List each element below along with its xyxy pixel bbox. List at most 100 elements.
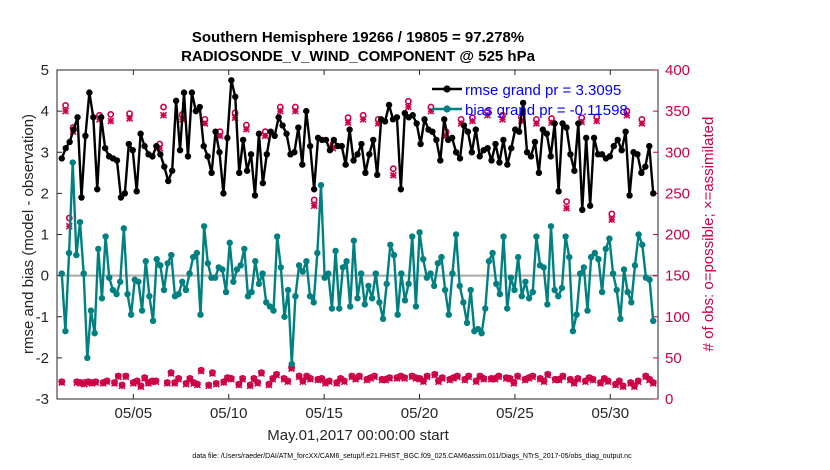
bias-point <box>106 274 113 281</box>
bias-point <box>551 286 558 294</box>
bias-point <box>273 233 281 240</box>
bias-point <box>346 303 354 310</box>
rmse-point <box>204 153 211 160</box>
rmse-point <box>342 161 349 168</box>
obs-assimilated-stroke <box>604 378 612 386</box>
obs-assimilated-stroke <box>208 369 216 378</box>
bias-point <box>325 270 332 277</box>
bias-point <box>441 286 449 294</box>
obs-assimilated-point <box>359 115 367 123</box>
bias-point <box>175 290 182 298</box>
bias-point <box>540 264 547 271</box>
bias-point <box>84 354 91 362</box>
bias-point <box>379 315 387 323</box>
bias-point <box>160 286 168 294</box>
bias-point <box>259 270 266 277</box>
rmse-point <box>563 124 570 131</box>
obs-assimilated-point <box>118 382 126 390</box>
rmse-point <box>283 130 290 137</box>
rmse-point <box>200 142 207 150</box>
bias-point <box>255 280 263 288</box>
bias-point <box>361 301 369 308</box>
bias-point <box>95 245 102 253</box>
bias-point <box>73 251 80 259</box>
obs-assimilated-point <box>615 378 623 386</box>
rmse-point <box>413 120 420 127</box>
rmse-point <box>125 140 133 148</box>
bias-point <box>350 237 358 244</box>
obs-assimilated-point <box>630 383 638 391</box>
x-tick-label: 05/30 <box>592 405 630 422</box>
obs-assimilated-point <box>619 383 627 391</box>
obs-assimilated-point <box>186 375 194 383</box>
bias-point <box>438 253 445 261</box>
rmse-point <box>192 107 200 115</box>
rmse-point <box>101 144 109 152</box>
rmse-point <box>452 149 460 156</box>
bias-point <box>138 307 146 314</box>
bias-point <box>485 258 493 265</box>
obs-assimilated-stroke <box>416 375 424 383</box>
x-tick-label: 05/10 <box>210 405 248 422</box>
bias-point <box>566 253 573 261</box>
obs-assimilated-stroke <box>190 379 198 387</box>
obs-assimilated-stroke <box>574 375 582 383</box>
obs-assimilated-stroke <box>340 378 348 386</box>
bias-point <box>372 270 379 277</box>
bias-point <box>244 292 252 300</box>
obs-assimilated-stroke <box>529 373 537 381</box>
obs-assimilated-point <box>208 369 216 378</box>
obs-assimilated-stroke <box>404 103 412 111</box>
bias-point <box>430 282 438 290</box>
obs-possible-point <box>62 101 69 109</box>
obs-possible-point <box>160 103 167 111</box>
obs-assimilated-stroke <box>197 367 205 375</box>
obs-possible-point <box>608 210 616 218</box>
bias-point <box>522 278 529 285</box>
obs-assimilated-point <box>212 380 220 388</box>
chart-title-line1: Southern Hemisphere 19266 / 19805 = 97.2… <box>192 29 524 46</box>
rmse-point <box>650 190 657 197</box>
bias-point <box>109 286 117 294</box>
obs-assimilated-stroke <box>344 119 352 127</box>
bias-point <box>284 286 292 294</box>
bias-point <box>368 295 376 302</box>
obs-assimilated-point <box>272 371 281 379</box>
rmse-point <box>86 89 93 96</box>
rmse-point <box>184 153 192 160</box>
obs-assimilated-stroke <box>634 378 642 386</box>
obs-assimilated-stroke <box>114 373 122 381</box>
bias-point <box>120 225 128 232</box>
legend-bias-marker <box>443 105 451 113</box>
bias-point <box>617 315 624 323</box>
obs-assimilated-point <box>638 119 646 127</box>
y2-tick-label: 400 <box>665 62 690 79</box>
footer-data-file: data file: /Users/raeder/DAI/ATM_forcXX/… <box>192 453 632 460</box>
rmse-point <box>251 192 259 199</box>
rmse-point <box>543 130 550 137</box>
bias-point <box>620 266 628 273</box>
rmse-point <box>488 157 495 164</box>
bias-point <box>427 270 434 277</box>
rmse-point <box>476 153 483 160</box>
y2-tick-label: 200 <box>665 227 690 244</box>
obs-assimilated-point <box>499 115 507 123</box>
obs-assimilated-stroke <box>235 381 243 389</box>
bias-point <box>69 159 76 166</box>
rmse-point <box>346 126 353 133</box>
bias-point <box>211 274 219 281</box>
obs-assimilated-point <box>246 382 254 390</box>
bias-point <box>595 255 602 263</box>
y2-tick-label: 300 <box>665 144 690 161</box>
x-tick-label: 05/25 <box>496 405 534 422</box>
obs-assimilated-point <box>257 369 265 378</box>
rmse-point <box>567 151 574 158</box>
obs-assimilated-point <box>239 375 247 383</box>
obs-assimilated-stroke <box>254 379 262 387</box>
right-axis-ticks: 0 50 100 150 200 250 300 350 400 <box>653 62 690 408</box>
rmse-point <box>551 120 558 127</box>
bias-point <box>295 262 303 269</box>
rmse-point <box>381 118 389 125</box>
rmse-point <box>153 142 160 150</box>
obs-assimilated-stroke <box>642 373 650 381</box>
